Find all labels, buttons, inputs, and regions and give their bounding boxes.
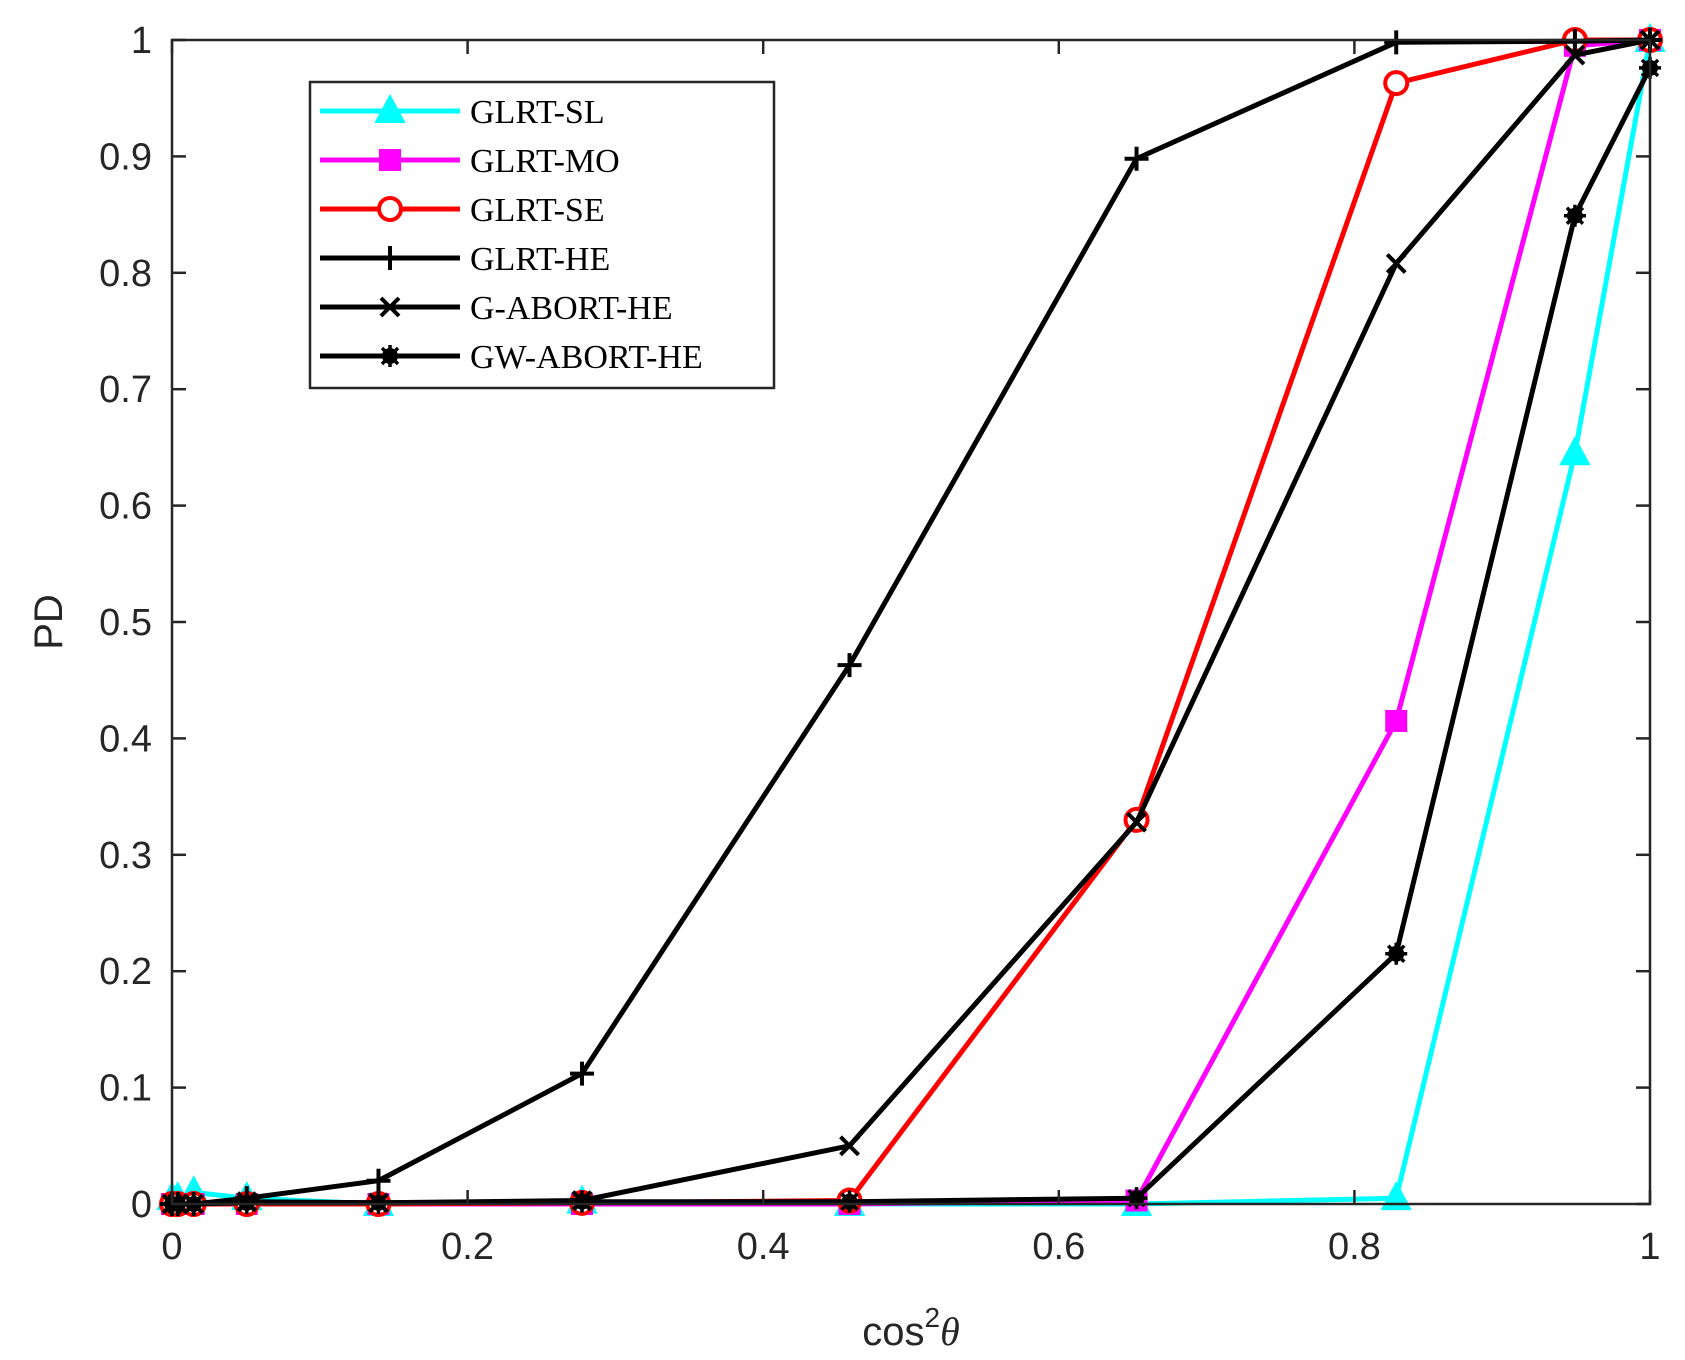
series-glrt-he-point bbox=[1384, 30, 1409, 55]
legend-entry-glrt-he-marker bbox=[378, 246, 402, 270]
series-gw-abort-he-point bbox=[1385, 942, 1408, 965]
legend-entry-glrt-he: GLRT-HE bbox=[320, 241, 610, 278]
series-glrt-he-point bbox=[366, 1168, 391, 1193]
y-axis-label: PD bbox=[27, 594, 71, 650]
y-tick-label: 0.6 bbox=[99, 486, 152, 528]
y-tick-label: 0.8 bbox=[99, 253, 152, 295]
y-tick-label: 0.2 bbox=[99, 951, 152, 993]
legend-entry-g-abort-he: G-ABORT-HE bbox=[320, 290, 673, 327]
legend-entry-glrt-mo: GLRT-MO bbox=[320, 143, 620, 180]
series-g-abort-he-point bbox=[839, 1135, 860, 1157]
series-glrt-sl-point bbox=[1559, 436, 1591, 466]
series-g-abort-he-point bbox=[1126, 811, 1147, 833]
series-g-abort-he-point bbox=[1385, 253, 1407, 274]
series-g-abort-he-point bbox=[1564, 44, 1586, 66]
series-glrt-he-point bbox=[569, 1061, 594, 1086]
x-axis-label-superscript: 2 bbox=[925, 1302, 941, 1333]
x-tick-label: 0.4 bbox=[737, 1226, 790, 1268]
y-tick-label: 1 bbox=[131, 20, 152, 62]
x-axis-label: cos2θ bbox=[862, 1302, 959, 1354]
legend-entry-glrt-sl-label: GLRT-SL bbox=[470, 94, 605, 131]
legend-entry-g-abort-he-marker bbox=[379, 296, 401, 318]
x-tick-label: 1 bbox=[1639, 1226, 1660, 1268]
legend-entry-gw-abort-he-marker-dot bbox=[382, 348, 398, 364]
series-gw-abort-he-point-dot bbox=[841, 1193, 858, 1210]
legend-entry-glrt-he-label: GLRT-HE bbox=[470, 241, 610, 278]
x-tick-label: 0.8 bbox=[1328, 1226, 1381, 1268]
series-glrt-mo-point bbox=[1385, 709, 1408, 732]
series-glrt-sl-point bbox=[1380, 1181, 1412, 1211]
legend-entry-gw-abort-he-label: GW-ABORT-HE bbox=[470, 339, 703, 376]
axis-labels: cos2θ PD bbox=[27, 594, 960, 1354]
y-tick-label: 0 bbox=[131, 1184, 152, 1226]
series-glrt-he-point bbox=[1124, 146, 1149, 171]
series-gw-abort-he-point bbox=[1125, 1187, 1148, 1210]
x-tick-label: 0.6 bbox=[1032, 1226, 1085, 1268]
tick-layer: 0 0.2 0.4 0.6 0.8 1 0 0.1 0.2 0.3 0.4 0.5 0.6 0.7 0.8 0… bbox=[99, 20, 1660, 1268]
legend-entry-gw-abort-he: GW-ABORT-HE bbox=[320, 339, 703, 376]
y-tick-label: 0.4 bbox=[99, 718, 152, 760]
x-axis-label-theta: θ bbox=[940, 1309, 960, 1354]
y-tick-label: 0.5 bbox=[99, 602, 152, 644]
legend-entry-glrt-se-label: GLRT-SE bbox=[470, 192, 605, 229]
legend-box bbox=[308, 80, 776, 390]
x-tick-label: 0 bbox=[161, 1226, 182, 1268]
series-gw-abort-he-point-dot bbox=[1388, 945, 1405, 962]
legend: GLRT-SL GLRT-MO GLRT-SE GLRT-HE G-ABORT-HE GW… bbox=[308, 80, 776, 390]
series-glrt-se-point bbox=[1383, 70, 1410, 97]
legend-entry-glrt-se: GLRT-SE bbox=[320, 192, 605, 229]
x-tick-label: 0.2 bbox=[441, 1226, 494, 1268]
y-tick-label: 0.3 bbox=[99, 835, 152, 877]
legend-entry-glrt-sl-marker bbox=[374, 93, 406, 123]
series-gw-abort-he-point bbox=[570, 1190, 593, 1213]
legend-entry-glrt-mo-marker bbox=[379, 149, 401, 171]
legend-entry-glrt-se-marker bbox=[377, 196, 403, 222]
series-gw-abort-he-point bbox=[838, 1190, 861, 1213]
legend-entry-glrt-sl: GLRT-SL bbox=[320, 93, 605, 131]
series-gw-abort-he-point bbox=[1563, 204, 1586, 227]
series-gw-abort-he-point-dot bbox=[573, 1193, 590, 1210]
y-tick-label: 0.1 bbox=[99, 1068, 152, 1110]
legend-entry-g-abort-he-label: G-ABORT-HE bbox=[470, 290, 673, 327]
y-tick-label: 0.9 bbox=[99, 136, 152, 178]
legend-entry-glrt-mo-label: GLRT-MO bbox=[470, 143, 620, 180]
series-glrt-he-point bbox=[837, 653, 862, 678]
series-gw-abort-he-point-dot bbox=[1128, 1190, 1145, 1207]
x-axis-label-base: cos bbox=[862, 1310, 924, 1354]
series-gw-abort-he-point-dot bbox=[1566, 207, 1583, 224]
y-tick-label: 0.7 bbox=[99, 369, 152, 411]
legend-entry-gw-abort-he-marker bbox=[379, 345, 401, 367]
